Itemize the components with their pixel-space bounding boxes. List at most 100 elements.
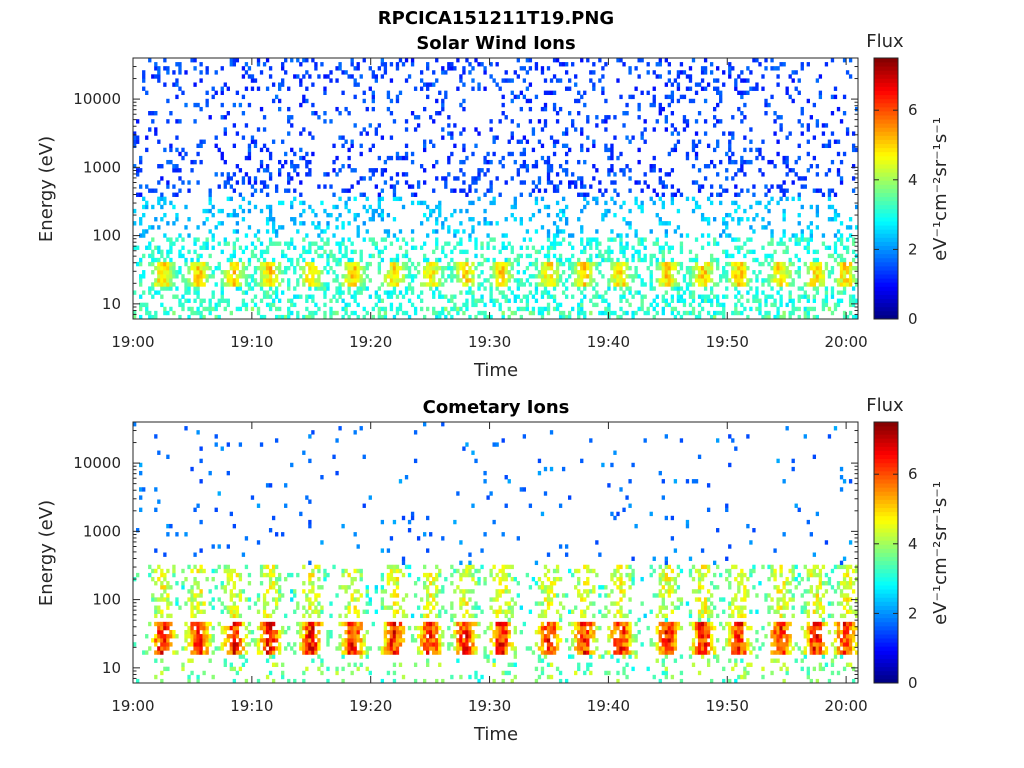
spectrogram-cell bbox=[504, 270, 508, 275]
spectrogram-cell bbox=[676, 131, 681, 136]
spectrogram-cell bbox=[344, 188, 348, 193]
spectrogram-cell bbox=[332, 257, 336, 263]
colorbar-step bbox=[874, 278, 898, 283]
spectrogram-cell bbox=[450, 642, 454, 647]
spectrogram-cell bbox=[401, 265, 406, 271]
spectrogram-cell bbox=[374, 131, 378, 136]
spectrogram-cell bbox=[435, 217, 439, 222]
spectrogram-cell bbox=[347, 196, 351, 202]
spectrogram-cell bbox=[571, 306, 575, 312]
spectrogram-cell bbox=[489, 119, 493, 124]
spectrogram-cell bbox=[202, 670, 206, 676]
spectrogram-cell bbox=[181, 180, 185, 185]
spectrogram-cell bbox=[685, 86, 690, 91]
spectrogram-cell bbox=[250, 278, 255, 283]
spectrogram-cell bbox=[755, 155, 759, 161]
spectrogram-cell bbox=[435, 593, 439, 598]
spectrogram-cell bbox=[426, 658, 430, 663]
spectrogram-cell bbox=[226, 212, 230, 218]
spectrogram-cell bbox=[220, 172, 224, 177]
spectrogram-cell bbox=[610, 237, 614, 242]
spectrogram-cell bbox=[483, 310, 487, 316]
spectrogram-cell bbox=[151, 261, 155, 267]
spectrogram-cell bbox=[456, 86, 460, 91]
spectrogram-cell bbox=[664, 229, 668, 234]
spectrogram-cell bbox=[658, 168, 662, 173]
spectrogram-cell bbox=[359, 286, 363, 291]
spectrogram-cell bbox=[595, 245, 599, 250]
spectrogram-cell bbox=[435, 576, 439, 582]
spectrogram-cell bbox=[187, 625, 191, 631]
spectrogram-cell bbox=[268, 217, 273, 222]
spectrogram-cell bbox=[262, 638, 267, 643]
spectrogram-cell bbox=[278, 585, 282, 590]
spectrogram-cell bbox=[202, 208, 206, 214]
spectrogram-cell bbox=[392, 265, 397, 271]
spectrogram-cell bbox=[731, 282, 735, 287]
spectrogram-cell bbox=[851, 278, 856, 283]
colorbar-step bbox=[874, 119, 898, 124]
spectrogram-cell bbox=[347, 609, 351, 614]
spectrogram-cell bbox=[413, 274, 418, 279]
spectrogram-cell bbox=[241, 290, 246, 295]
spectrogram-cell bbox=[338, 62, 342, 67]
spectrogram-cell bbox=[208, 208, 212, 214]
spectrogram-cell bbox=[740, 270, 744, 275]
spectrogram-cell bbox=[193, 646, 197, 651]
spectrogram-cell bbox=[299, 131, 303, 136]
spectrogram-cell bbox=[661, 298, 665, 303]
spectrogram-cell bbox=[338, 257, 342, 263]
spectrogram-cell bbox=[468, 70, 472, 75]
spectrogram-cell bbox=[350, 62, 354, 67]
spectrogram-cell bbox=[287, 265, 291, 271]
x-tick-label: 19:10 bbox=[230, 333, 273, 351]
spectrogram-cell bbox=[516, 58, 520, 63]
spectrogram-cell bbox=[323, 90, 327, 96]
spectrogram-cell bbox=[262, 261, 267, 267]
spectrogram-cell bbox=[812, 261, 817, 267]
spectrogram-cell bbox=[404, 151, 409, 157]
spectrogram-cell bbox=[664, 94, 668, 100]
spectrogram-cell bbox=[133, 221, 137, 226]
spectrogram-cell bbox=[247, 605, 252, 610]
colorbar-step bbox=[874, 123, 898, 128]
spectrogram-cell bbox=[169, 585, 173, 590]
spectrogram-cell bbox=[534, 229, 539, 234]
spectrogram-cell bbox=[453, 245, 457, 250]
spectrogram-cell bbox=[664, 221, 668, 226]
spectrogram-cell bbox=[262, 127, 267, 132]
spectrogram-cell bbox=[737, 90, 741, 96]
spectrogram-cell bbox=[196, 503, 200, 508]
spectrogram-cell bbox=[432, 164, 436, 169]
spectrogram-cell bbox=[549, 164, 554, 169]
spectrogram-cell bbox=[839, 261, 844, 267]
spectrogram-cell bbox=[199, 302, 203, 308]
spectrogram-cell bbox=[423, 200, 427, 206]
spectrogram-cell bbox=[229, 511, 233, 517]
spectrogram-cell bbox=[308, 601, 312, 606]
spectrogram-cell bbox=[429, 646, 433, 651]
spectrogram-cell bbox=[673, 147, 678, 153]
spectrogram-cell bbox=[628, 274, 632, 279]
spectrogram-cell bbox=[160, 646, 164, 651]
spectrogram-cell bbox=[564, 278, 569, 283]
colorbar-step bbox=[874, 143, 898, 149]
spectrogram-cell bbox=[480, 168, 484, 173]
spectrogram-cell bbox=[356, 314, 360, 320]
spectrogram-cell bbox=[344, 306, 348, 312]
spectrogram-cell bbox=[429, 601, 433, 606]
spectrogram-cell bbox=[685, 282, 690, 287]
spectrogram-cell bbox=[338, 290, 342, 295]
spectrogram-cell bbox=[628, 225, 632, 230]
spectrogram-cell bbox=[241, 274, 246, 279]
spectrogram-cell bbox=[483, 192, 487, 197]
spectrogram-cell bbox=[163, 306, 167, 312]
spectrogram-cell bbox=[661, 265, 665, 271]
spectrogram-cell bbox=[429, 532, 433, 537]
spectrogram-cell bbox=[577, 270, 581, 275]
spectrogram-cell bbox=[139, 306, 143, 312]
spectrogram-cell bbox=[564, 159, 569, 165]
spectrogram-cell bbox=[459, 188, 463, 193]
spectrogram-cell bbox=[468, 314, 472, 320]
spectrogram-cell bbox=[386, 233, 391, 238]
